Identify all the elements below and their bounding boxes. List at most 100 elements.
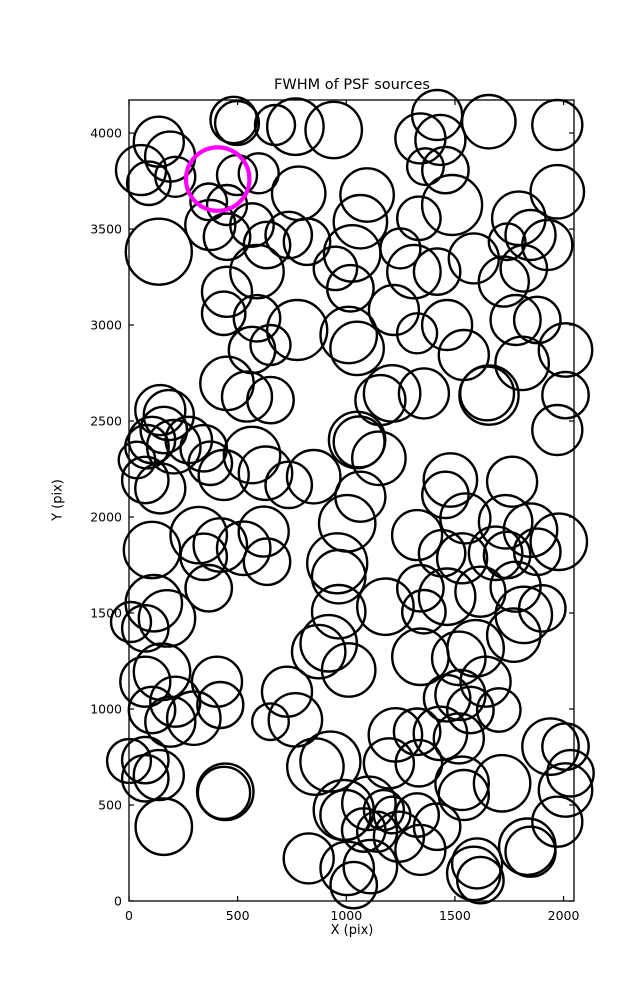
psf-source-circle (189, 182, 229, 222)
psf-source-circle (499, 243, 549, 293)
psf-source-circle (120, 455, 170, 505)
psf-source-circle (213, 99, 261, 147)
psf-source-circle (541, 722, 590, 771)
psf-source-circle (242, 537, 292, 587)
psf-source-circle (446, 618, 505, 678)
psf-source-circle (490, 190, 547, 247)
psf-source-circle (184, 563, 234, 613)
psf-source-circle (319, 840, 376, 897)
psf-source-circle (119, 655, 172, 708)
psf-source-circle (355, 810, 399, 853)
psf-source-circle (437, 768, 490, 822)
psf-source-circle (362, 737, 416, 790)
psf-source-circle (482, 530, 532, 580)
psf-source-circle (412, 247, 462, 297)
x-axis-label: X (pix) (330, 923, 374, 938)
psf-source-circle (332, 415, 386, 469)
psf-source-circle (285, 448, 342, 505)
y-tick-label: 1000 (90, 702, 122, 717)
psf-source-circle (120, 735, 170, 785)
x-tick-label: 0 (125, 908, 133, 923)
x-tick-label: 1500 (439, 908, 471, 923)
psf-source-circle (260, 665, 314, 718)
psf-source-circle (202, 212, 252, 262)
psf-source-circle (290, 623, 347, 680)
psf-source-circle (531, 795, 584, 848)
psf-source-circle (434, 668, 487, 722)
psf-source-circle (169, 505, 229, 565)
psf-source-circle (132, 115, 186, 168)
psf-source-circle (253, 103, 297, 147)
psf-source-circle (531, 98, 584, 152)
psf-source-circle (392, 707, 442, 757)
psf-source-circle (420, 298, 474, 352)
psf-source-circle (319, 305, 379, 365)
psf-source-circle (144, 695, 197, 748)
plot-title: FWHM of PSF sources (274, 77, 430, 93)
psf-source-circle (541, 370, 590, 420)
psf-source-circle (417, 528, 467, 578)
psf-source-circle (489, 560, 542, 613)
psf-source-circle (179, 532, 229, 582)
psf-source-circle (304, 100, 364, 160)
psf-source-circle (222, 425, 282, 485)
psf-source-circle (459, 655, 512, 708)
psf-source-circle (537, 322, 594, 378)
y-tick-label: 0 (114, 894, 122, 909)
psf-source-circle (266, 298, 329, 362)
psf-source-circle (531, 403, 584, 457)
psf-source-circle (458, 364, 520, 426)
psf-source-circle (149, 675, 202, 728)
psf-source-circle (310, 548, 367, 605)
psf-source-circle (412, 802, 462, 852)
psf-source-circle (120, 753, 170, 803)
psf-source-circle (355, 577, 415, 637)
psf-source-circle (454, 565, 507, 618)
y-tick-label: 4000 (90, 126, 122, 141)
psf-source-circle (504, 825, 557, 878)
psf-source-circle (137, 589, 197, 648)
y-tick-label: 1500 (90, 606, 122, 621)
psf-source-circle (134, 462, 187, 515)
psf-source-circle (439, 492, 492, 545)
psf-source-circle (400, 588, 447, 635)
psf-source-circle (477, 255, 530, 308)
psf-source-circle (332, 193, 389, 250)
psf-source-circle (132, 642, 192, 702)
psf-source-circle (472, 753, 532, 813)
psf-source-circle (229, 243, 285, 300)
psf-source-circle (529, 163, 586, 220)
psf-source-circle (200, 290, 247, 337)
psf-source-circle (122, 520, 182, 580)
psf-source-circle (192, 517, 249, 573)
psf-source-circle (132, 748, 186, 802)
psf-source-circle (394, 823, 447, 877)
psf-source-circle (184, 198, 237, 252)
psf-source-circle (242, 220, 292, 270)
psf-source-circle (460, 93, 517, 150)
x-tick-label: 1000 (330, 908, 362, 923)
psf-source-circle (320, 642, 377, 698)
psf-source-circle (529, 512, 589, 572)
psf-source-circle (487, 222, 527, 262)
psf-source-circle (395, 195, 442, 242)
psf-source-circle (334, 470, 387, 523)
psf-source-circle (196, 765, 252, 821)
psf-source-circle (187, 440, 234, 487)
psf-source-circle (312, 245, 359, 292)
psf-source-circle (299, 613, 359, 673)
psf-source-circle (434, 755, 490, 812)
psf-source-circle (537, 762, 594, 818)
psf-source-circle (125, 160, 172, 207)
psf-source-circle (264, 460, 314, 510)
psf-source-circle (450, 837, 504, 890)
psf-source-circle (282, 832, 335, 885)
psf-source-circle (445, 685, 495, 735)
plot-frame (128, 99, 575, 902)
psf-source-circle (475, 687, 522, 733)
psf-source-circle (420, 145, 470, 195)
psf-source-circle (124, 217, 194, 286)
psf-source-circle (489, 293, 542, 347)
psf-source-circle (546, 748, 595, 798)
psf-source-circle (340, 807, 387, 853)
